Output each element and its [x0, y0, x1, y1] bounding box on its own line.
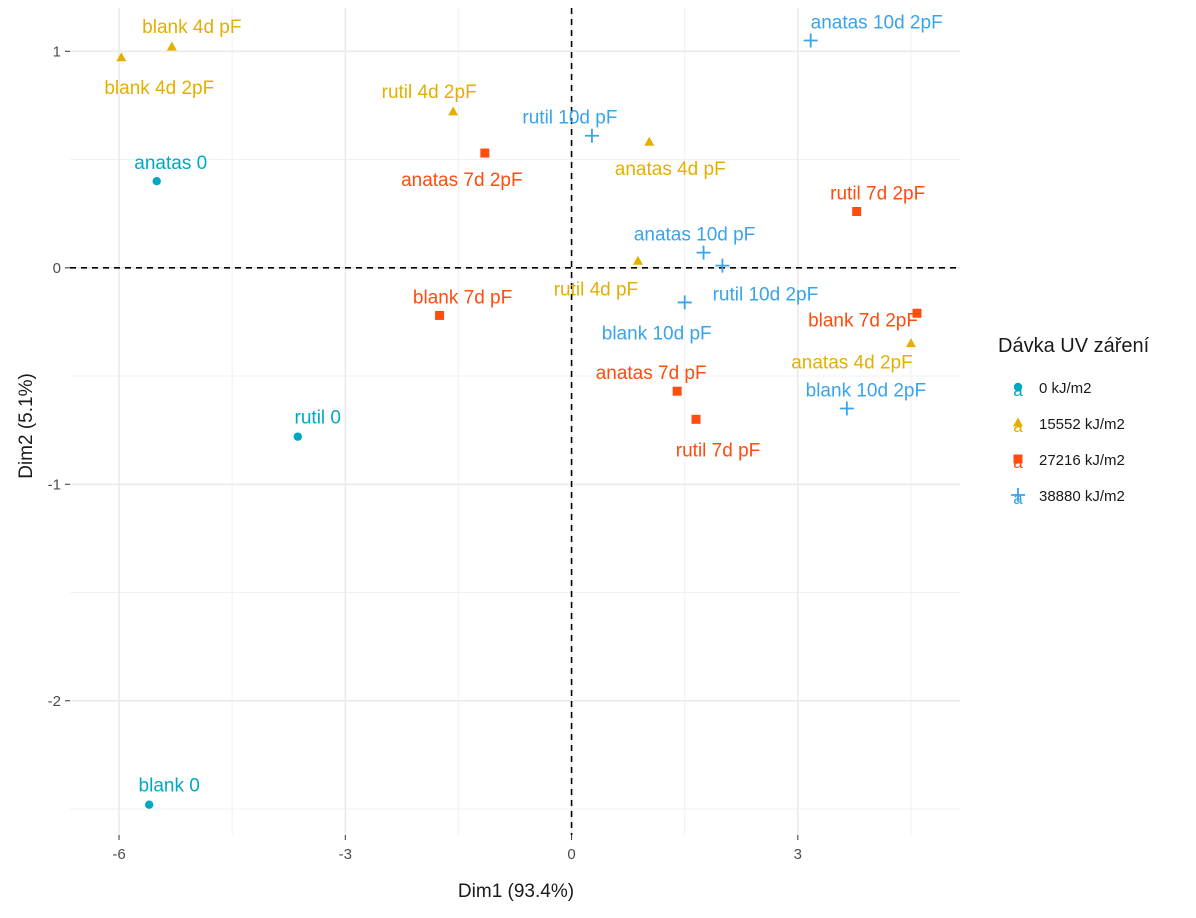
legend-item: a0 kJ/m2 — [1013, 380, 1091, 400]
point-label: rutil 0 — [295, 408, 341, 429]
point-label: blank 4d pF — [142, 17, 241, 38]
legend-label: 27216 kJ/m2 — [1039, 452, 1125, 469]
point-label: anatas 10d 2pF — [811, 12, 943, 33]
data-point — [715, 258, 730, 273]
point-label: anatas 4d pF — [615, 159, 726, 180]
data-point — [584, 128, 599, 143]
point-label: anatas 10d pF — [634, 225, 755, 246]
grid — [70, 8, 960, 835]
data-point — [116, 52, 127, 62]
legend-key-marker — [1013, 382, 1023, 392]
point-label: rutil 10d 2pF — [713, 285, 819, 306]
data-point — [677, 295, 692, 310]
data-point — [632, 255, 643, 265]
data-point — [905, 338, 916, 348]
data-point — [448, 106, 459, 116]
point-label: anatas 0 — [134, 153, 207, 174]
y-tick-label: 0 — [53, 260, 61, 277]
data-point — [144, 800, 154, 809]
legend-key-marker — [1013, 417, 1023, 427]
point-label: blank 10d pF — [602, 323, 712, 344]
data-point — [644, 136, 655, 146]
legend-key-marker — [1011, 488, 1025, 502]
point-label: blank 4d 2pF — [104, 78, 214, 99]
legend-label: 15552 kJ/m2 — [1039, 416, 1125, 433]
point-label: blank 7d pF — [413, 287, 512, 308]
data-point — [912, 308, 922, 318]
data-point — [166, 41, 177, 51]
data-point — [852, 207, 862, 217]
reference-lines — [70, 8, 960, 835]
point-label: rutil 4d 2pF — [382, 82, 477, 103]
point-label: blank 0 — [139, 776, 200, 797]
legend-label: 38880 kJ/m2 — [1039, 488, 1125, 505]
y-tick-label: -2 — [48, 693, 61, 710]
data-point — [691, 414, 701, 424]
legend: Dávka UV záření a0 kJ/m2 a15552 kJ/m2 a272… — [998, 335, 1150, 508]
legend-title: Dávka UV záření — [998, 335, 1150, 357]
legend-item: a 38880 kJ/m2 — [1011, 488, 1125, 508]
x-axis-title: Dim1 (93.4%) — [458, 881, 574, 902]
point-label: anatas 4d 2pF — [791, 353, 912, 374]
data-point — [293, 432, 302, 441]
legend-item: a27216 kJ/m2 — [1013, 452, 1125, 472]
point-labels: anatas 0 rutil 0 blank 0 blank 4d pF blank 4… — [104, 12, 942, 796]
y-axis-title: Dim2 (5.1%) — [16, 373, 37, 479]
x-tick-label: 3 — [794, 846, 802, 863]
x-tick-label: -3 — [339, 846, 352, 863]
point-label: rutil 10d pF — [522, 108, 617, 129]
axis-ticks: -6 -3 0 3 -2 -1 0 1 — [48, 43, 802, 863]
point-label: rutil 7d 2pF — [830, 184, 925, 205]
data-points — [116, 33, 922, 809]
point-label: rutil 7d pF — [676, 440, 760, 461]
x-tick-label: -6 — [112, 846, 125, 863]
legend-item: a15552 kJ/m2 — [1013, 416, 1125, 436]
data-point — [480, 148, 490, 158]
point-label: rutil 4d pF — [554, 279, 638, 300]
x-tick-label: 0 — [567, 846, 575, 863]
point-label: blank 10d 2pF — [806, 381, 926, 402]
legend-label: 0 kJ/m2 — [1039, 380, 1092, 397]
data-point — [672, 386, 682, 396]
legend-key-marker — [1013, 454, 1023, 464]
point-label: blank 7d 2pF — [808, 310, 918, 331]
data-point — [696, 245, 711, 260]
data-point — [803, 33, 818, 48]
y-tick-label: 1 — [53, 43, 61, 60]
data-point — [435, 310, 445, 320]
point-label: anatas 7d pF — [596, 363, 707, 384]
data-point — [152, 176, 161, 186]
point-label: anatas 7d 2pF — [401, 170, 522, 191]
y-tick-label: -1 — [48, 476, 61, 493]
data-point — [839, 401, 854, 416]
